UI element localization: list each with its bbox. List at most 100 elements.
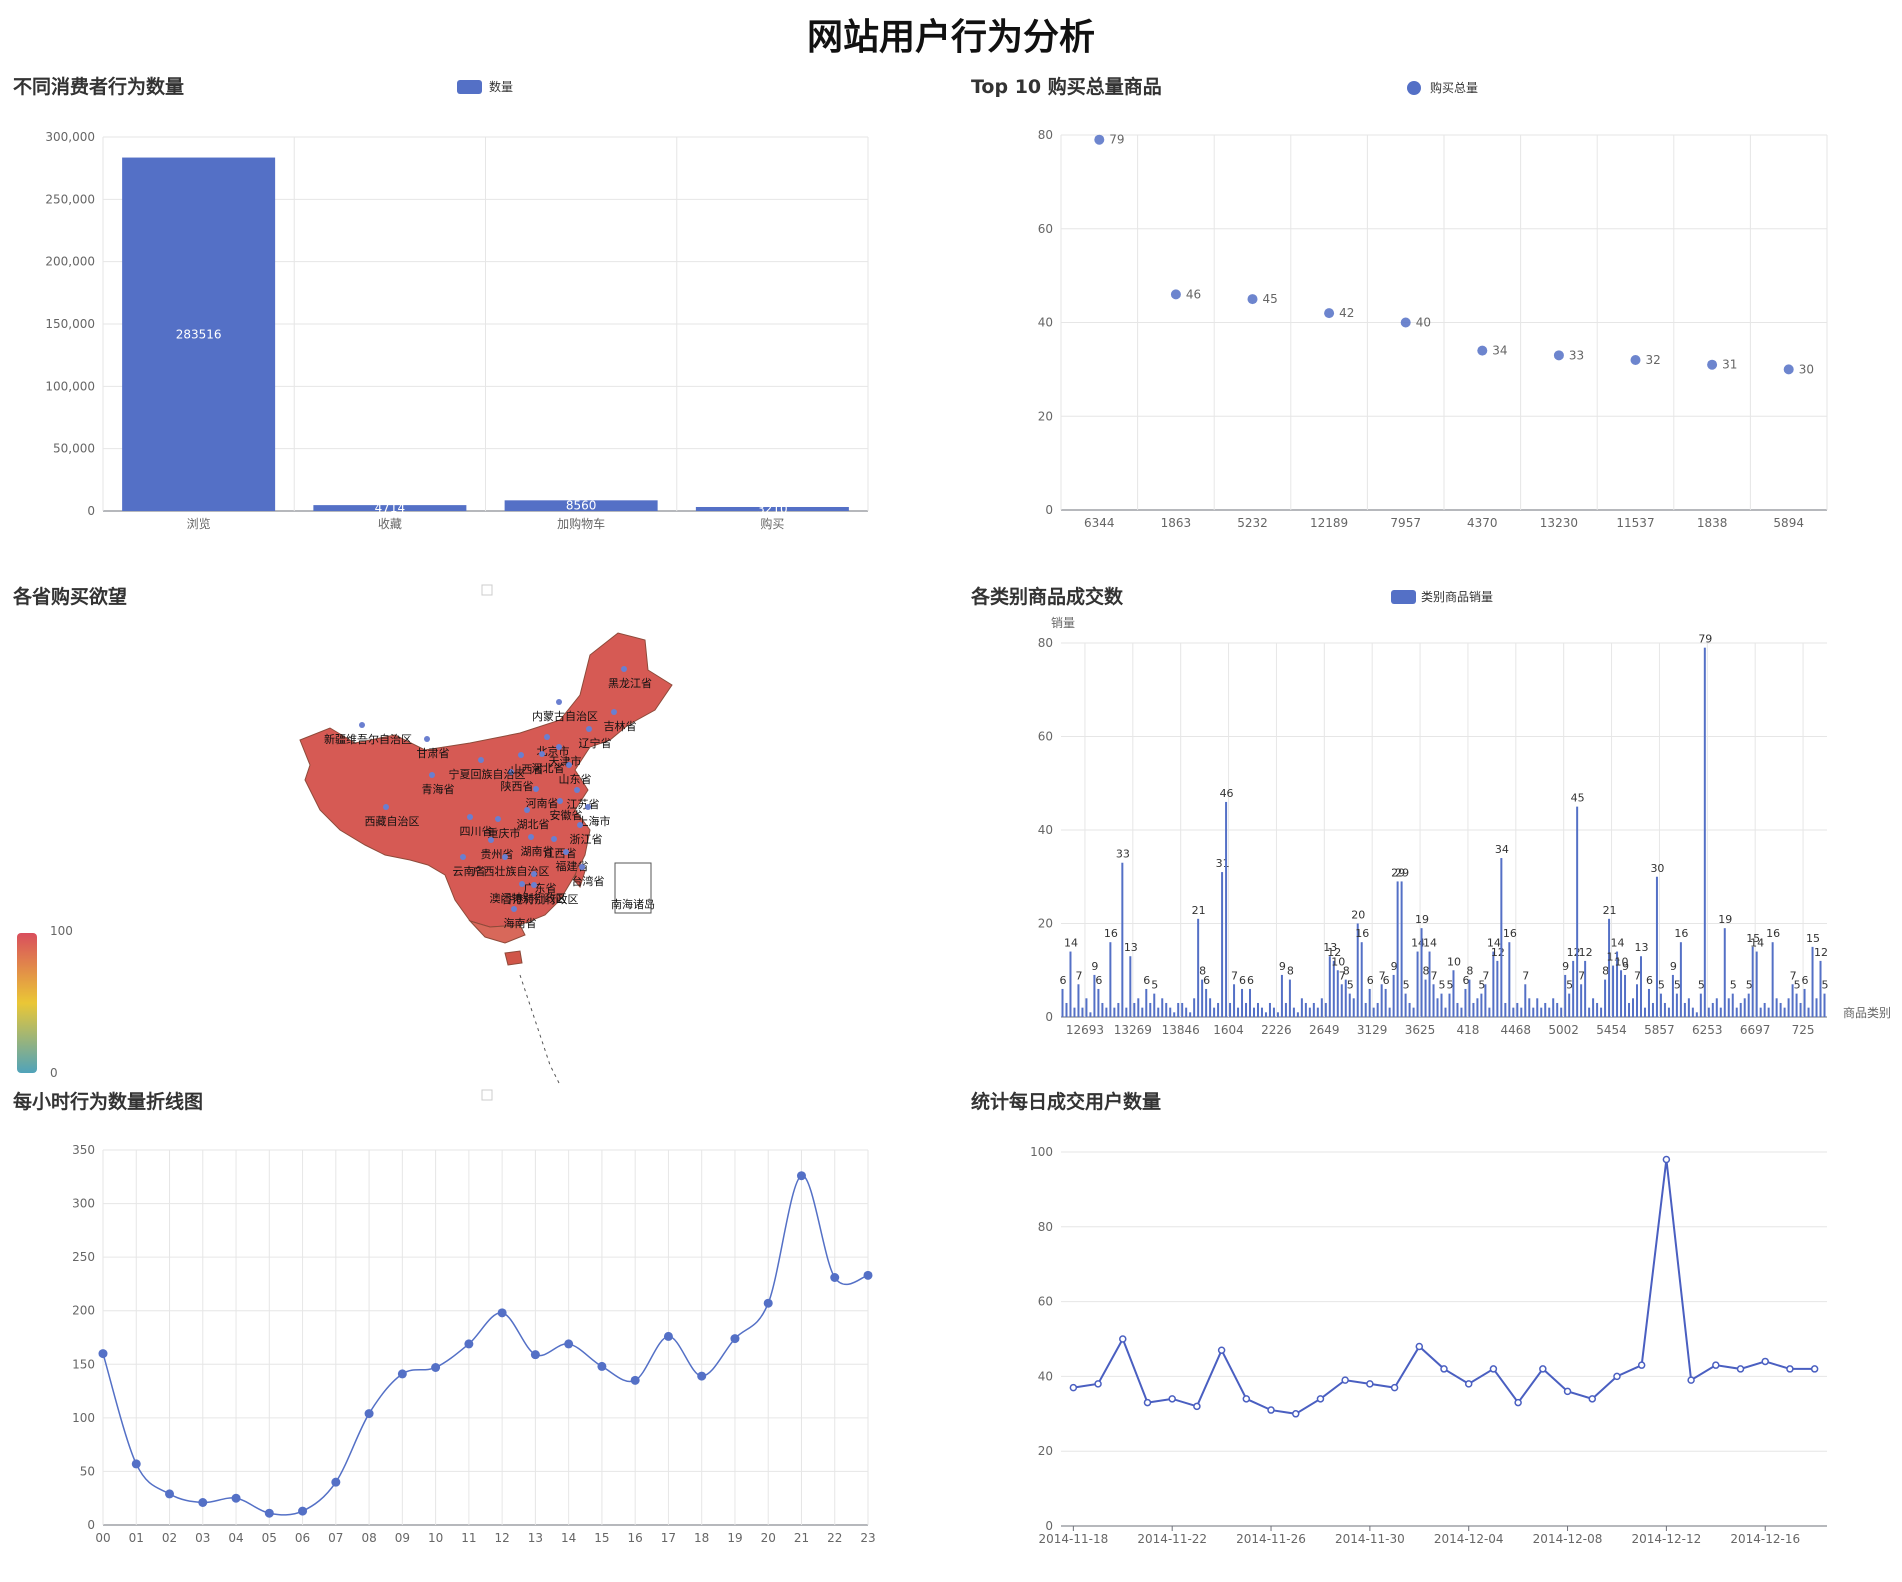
category-bar-value-label: 9 (1670, 960, 1677, 973)
category-x-tick-label: 725 (1792, 1023, 1815, 1037)
category-bar-value-label: 13 (1323, 941, 1337, 954)
category-x-tick-label: 5857 (1644, 1023, 1675, 1037)
map-region-marker (577, 822, 583, 828)
category-y-tick-label: 20 (1038, 917, 1053, 931)
map-region-marker (495, 816, 501, 822)
category-bar-value-label: 16 (1355, 927, 1369, 940)
category-bar (1731, 993, 1734, 1017)
behavior-legend-label: 数量 (489, 79, 513, 94)
daily-y-tick-label: 60 (1038, 1295, 1053, 1309)
category-bar (1105, 1007, 1108, 1017)
map-toolbox-icon[interactable] (481, 584, 493, 596)
category-bar (1276, 1012, 1279, 1017)
hainan-region[interactable] (504, 950, 523, 966)
category-bar (1456, 1002, 1459, 1017)
category-bar-value-label: 9 (1279, 960, 1286, 973)
category-x-tick-label: 2649 (1309, 1023, 1340, 1037)
category-bar (1264, 1012, 1267, 1017)
category-bar-value-label: 16 (1104, 927, 1118, 940)
category-bar-value-label: 19 (1415, 913, 1429, 926)
hourly-point (530, 1350, 540, 1360)
category-legend-label: 类别商品销量 (1421, 589, 1493, 604)
top10-x-tick-label: 12189 (1310, 516, 1348, 530)
category-bar (1213, 1007, 1216, 1017)
category-bar-value-label: 6 (1095, 974, 1102, 987)
category-bar (1260, 1007, 1263, 1017)
category-bar (1596, 1002, 1599, 1017)
hourly-x-tick-label: 14 (561, 1531, 576, 1545)
daily-point (1613, 1372, 1621, 1381)
map-region-label: 广西壮族自治区 (473, 864, 550, 878)
behavior-legend[interactable]: 数量 (457, 79, 513, 94)
china-map-shape (299, 632, 673, 1086)
hourly-x-tick-label: 07 (328, 1531, 343, 1545)
category-bar (1667, 1007, 1670, 1017)
category-bar-value-label: 6 (1203, 974, 1210, 987)
china-mainland-outline[interactable] (299, 632, 673, 928)
hourly-toolbox-icon[interactable] (481, 1089, 493, 1101)
visual-map-gradient[interactable] (17, 933, 37, 1073)
category-bar-value-label: 5 (1151, 979, 1158, 992)
category-bar-value-label: 7 (1634, 969, 1641, 982)
map-region-label: 云南省 (453, 865, 486, 878)
map-region-label: 四川省 (460, 825, 493, 838)
visual-map[interactable]: 100 0 (17, 924, 73, 1080)
map-region-label: 天津市 (549, 754, 582, 768)
behavior-x-tick-label: 购买 (760, 516, 784, 531)
top10-legend-swatch (1407, 81, 1421, 95)
category-bar (1532, 1007, 1535, 1017)
category-bar (1348, 993, 1351, 1017)
hourly-x-tick-label: 04 (228, 1531, 243, 1545)
category-bar (1703, 647, 1706, 1017)
hourly-point (364, 1409, 374, 1419)
category-bar (1336, 970, 1339, 1017)
category-bar-value-label: 7 (1522, 969, 1529, 982)
category-bar (1344, 979, 1347, 1017)
category-bar-value-label: 29 (1391, 866, 1405, 879)
top10-point-value-label: 33 (1569, 348, 1584, 362)
category-bar (1129, 956, 1132, 1017)
hourly-x-tick-label: 17 (661, 1531, 676, 1545)
category-legend[interactable]: 类别商品销量 (1391, 589, 1493, 604)
guangdong-region[interactable] (468, 919, 526, 944)
top10-point-value-label: 31 (1722, 358, 1737, 372)
category-bar-value-label: 14 (1423, 937, 1437, 950)
map-region-marker (519, 881, 525, 887)
daily-x-tick-label: 2014-12-16 (1730, 1532, 1800, 1546)
top10-point-value-label: 40 (1416, 316, 1431, 330)
category-bar-value-label: 21 (1603, 904, 1617, 917)
behavior-chart-title: 不同消费者行为数量 (13, 75, 184, 98)
daily-chart-panel: 统计每日成交用户数量 0 20 40 60 80 100 2014-11-18 2014-11… (951, 1070, 1902, 1582)
category-bar-value-label: 16 (1766, 927, 1780, 940)
hourly-x-tick-label: 22 (827, 1531, 842, 1545)
top10-y-tick-label: 40 (1038, 316, 1053, 330)
map-region-marker (508, 769, 514, 775)
map-region-marker (460, 854, 466, 860)
category-bar (1584, 960, 1587, 1017)
category-bar (1380, 984, 1383, 1017)
top10-x-tick-label: 13230 (1540, 516, 1578, 530)
category-bar-value-label: 5 (1674, 979, 1681, 992)
map-region-label: 贵州省 (481, 848, 514, 861)
category-bar-value-label: 5 (1822, 979, 1829, 992)
daily-point (1316, 1395, 1325, 1403)
map-region-label: 澳门特别行政区 (490, 891, 567, 905)
category-bar (1237, 1007, 1240, 1017)
map-region-marker (533, 786, 539, 792)
map-region-marker (586, 726, 592, 732)
category-bar-value-label: 5 (1698, 979, 1705, 992)
category-bar-value-label: 6 (1247, 974, 1254, 987)
top10-legend[interactable]: 购买总量 (1407, 80, 1478, 95)
category-bar-value-label: 79 (1698, 633, 1712, 646)
category-bar-value-label: 7 (1482, 969, 1489, 982)
category-bar (1173, 1012, 1176, 1017)
map-region-label: 内蒙古自治区 (532, 709, 598, 723)
daily-point (1588, 1395, 1597, 1403)
category-x-tick-label: 1604 (1213, 1023, 1244, 1037)
category-x-tick-label: 13846 (1162, 1023, 1200, 1037)
top10-chart-title: Top 10 购买总量商品 (971, 75, 1162, 98)
category-bar (1440, 993, 1443, 1017)
daily-x-tick-label: 2014-12-12 (1632, 1532, 1702, 1546)
category-bar (1137, 998, 1140, 1017)
hourly-point (198, 1498, 208, 1507)
